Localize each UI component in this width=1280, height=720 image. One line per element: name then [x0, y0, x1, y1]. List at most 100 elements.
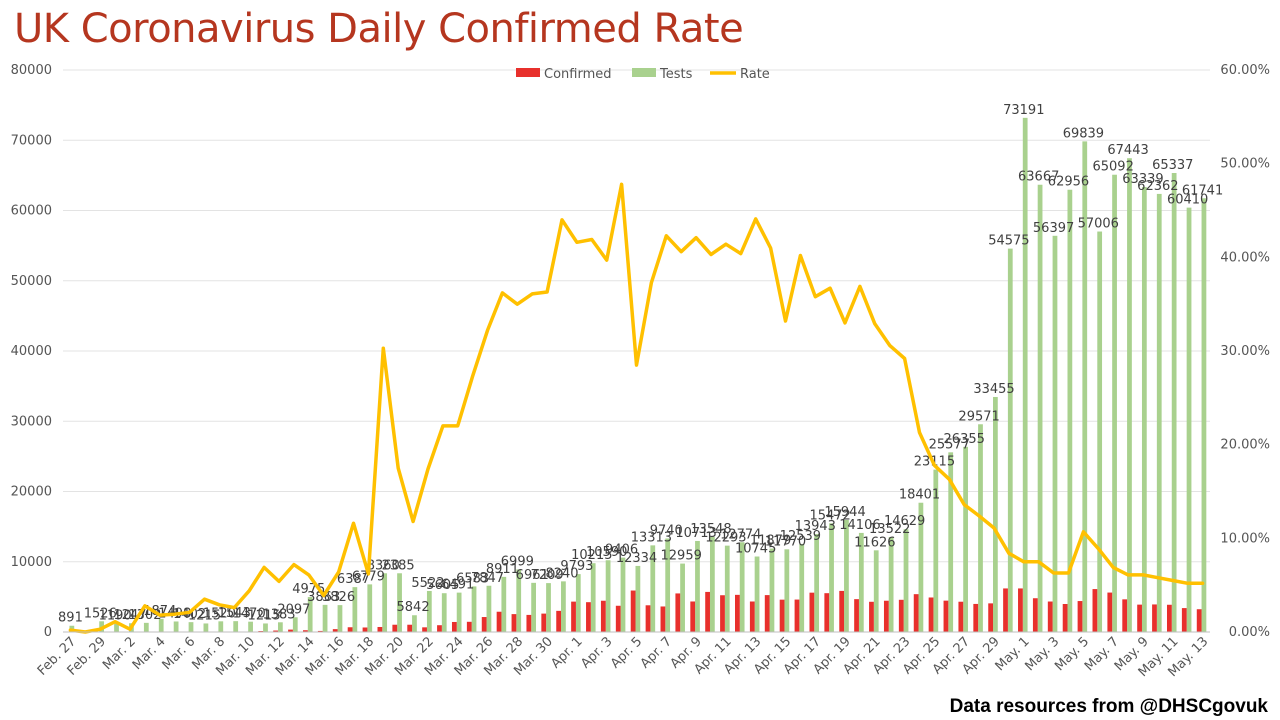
confirmed-bar [958, 601, 964, 632]
tests-bar [605, 560, 611, 632]
tests-bar [158, 618, 164, 632]
tests-bar [799, 543, 805, 632]
tests-bar [695, 540, 700, 632]
tests-data-label: 1470 [233, 607, 266, 622]
confirmed-bar [854, 599, 859, 632]
tests-bar [426, 590, 432, 632]
tests-bar [963, 446, 968, 632]
confirmed-bar [481, 617, 487, 632]
confirmed-bar [720, 595, 725, 632]
tests-data-label: 54575 [988, 234, 1029, 249]
tests-data-label: 891 [58, 611, 83, 626]
tests-bar [829, 523, 834, 632]
tests-data-label: 6999 [501, 554, 534, 569]
tests-bar [784, 549, 790, 632]
confirmed-bar [898, 599, 904, 632]
tests-bar [635, 565, 641, 632]
tests-bar [367, 584, 373, 632]
x-tick-label: Apr. 3 [578, 634, 615, 671]
tests-bar [1127, 158, 1132, 632]
y-tick-label: 30000 [11, 414, 52, 429]
y-tick-label: 50000 [11, 274, 52, 289]
tests-bar [486, 585, 492, 632]
tests-data-label: 6961 [516, 568, 549, 583]
tests-data-label: 3863 [307, 590, 340, 605]
tests-data-label: 8911 [486, 562, 519, 577]
tests-bar [724, 545, 730, 632]
confirmed-bar [541, 613, 547, 632]
tests-bar [292, 617, 298, 632]
tests-data-label: 62362 [1137, 179, 1178, 194]
tests-bar [1097, 231, 1103, 633]
tests-data-label: 12959 [661, 549, 702, 564]
x-tick-label: Mar. 4 [130, 634, 169, 673]
tests-data-label: 1383 [262, 607, 295, 622]
tests-data-label: 12293 [705, 531, 746, 546]
legend-confirmed-label: Confirmed [544, 67, 612, 82]
confirmed-bar [1077, 601, 1083, 632]
tests-bar [858, 532, 864, 632]
confirmed-bar [600, 600, 606, 632]
confirmed-bar [1092, 589, 1098, 632]
tests-data-label: 5522 [411, 576, 444, 591]
tests-bar [1186, 207, 1192, 632]
tests-bar [918, 502, 924, 632]
tests-bar [1022, 117, 1028, 632]
y2-tick-label: 20.00% [1220, 438, 1270, 453]
tests-data-label: 10590 [586, 545, 627, 560]
confirmed-bar [1152, 604, 1157, 632]
tests-data-label: 2385 [382, 558, 415, 573]
tests-bar [516, 569, 522, 632]
tests-data-label: 8240 [545, 566, 578, 581]
y2-tick-label: 50.00% [1220, 157, 1270, 172]
tests-data-label: 1520 [203, 606, 236, 621]
tests-bar [531, 582, 536, 632]
confirmed-bar [809, 592, 815, 632]
tests-bar [993, 396, 998, 632]
tests-data-label: 9406 [605, 543, 638, 558]
tests-data-label: 7209 [531, 568, 564, 583]
tests-bar [1007, 248, 1013, 632]
tests-bar [501, 576, 507, 632]
tests-data-label: 11879 [750, 534, 791, 549]
tests-bar [263, 623, 268, 632]
confirmed-bar [317, 630, 323, 632]
confirmed-bar [779, 599, 785, 632]
tests-bar [382, 573, 388, 632]
data-source-credit: Data resources from @DHSCgovuk [949, 696, 1268, 717]
tests-data-label: 33455 [973, 382, 1014, 397]
confirmed-bar [288, 629, 293, 632]
tests-data-label: 12774 [720, 527, 761, 542]
tests-data-label: 65337 [1152, 158, 1193, 173]
tests-data-label: 6491 [441, 578, 474, 593]
tests-bar [322, 604, 328, 632]
confirmed-bar [883, 600, 889, 632]
confirmed-bar [556, 610, 562, 632]
confirmed-bar [303, 630, 308, 632]
tests-data-label: 8360 [367, 558, 400, 573]
tests-data-label: 18401 [899, 488, 940, 503]
tests-data-label: 1543 [218, 606, 251, 621]
tests-data-label: 5842 [397, 600, 430, 615]
confirmed-bar [392, 624, 398, 632]
confirmed-bar [1196, 609, 1202, 632]
tests-bar [471, 586, 477, 632]
tests-data-label: 6779 [352, 569, 385, 584]
x-tick-label: Mar. 6 [160, 634, 199, 673]
confirmed-bar [407, 624, 413, 632]
confirmed-bar [735, 594, 740, 632]
legend-rate-label: Rate [740, 67, 770, 82]
confirmed-bar [511, 614, 517, 632]
tests-data-label: 2097 [277, 602, 310, 617]
confirmed-bar [1122, 599, 1128, 632]
chart-title: UK Coronavirus Daily Confirmed Rate [14, 6, 744, 52]
confirmed-bar [496, 611, 502, 632]
legend-tests-swatch [632, 68, 656, 77]
tests-data-label: 1402 [173, 607, 206, 622]
tests-bar [143, 622, 149, 632]
tests-data-label: 12334 [616, 551, 657, 566]
tests-bar [546, 583, 551, 632]
tests-data-label: 25577 [929, 437, 970, 452]
tests-data-label: 60410 [1167, 193, 1208, 208]
confirmed-bar [645, 605, 651, 632]
